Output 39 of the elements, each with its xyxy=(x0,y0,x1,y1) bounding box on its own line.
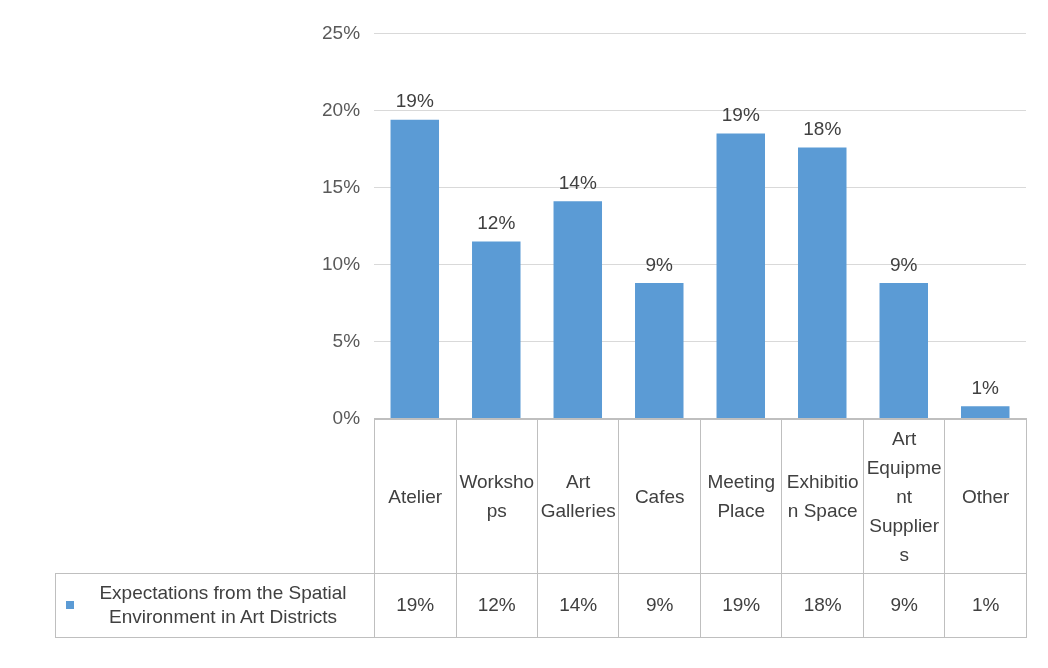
bar xyxy=(390,119,440,419)
x-tick-label: Meeting Place xyxy=(700,419,782,574)
data-label: 19% xyxy=(700,573,782,638)
data-label: 14% xyxy=(537,573,619,638)
data-label: 19% xyxy=(374,573,456,638)
text: 12% xyxy=(477,212,516,234)
x-tick-label: Cafes xyxy=(618,419,701,574)
data-label: 9% xyxy=(618,573,701,638)
x-tick-label: Workshops xyxy=(456,419,538,574)
text: 14% xyxy=(558,172,597,194)
x-tick-label: Exhibition Space xyxy=(781,419,864,574)
text: 1% xyxy=(971,377,999,399)
bar xyxy=(472,241,521,419)
y-tick-label: 20% xyxy=(322,98,361,120)
text: 18% xyxy=(803,118,842,140)
text: 19% xyxy=(395,90,434,112)
y-tick-label: 15% xyxy=(322,175,361,197)
bar xyxy=(798,147,847,419)
bar xyxy=(553,201,603,419)
bar xyxy=(961,406,1010,419)
text: 9% xyxy=(890,253,918,275)
bar xyxy=(635,283,684,419)
bar xyxy=(716,133,766,419)
x-tick-label: Art Equipment Suppliers xyxy=(863,419,945,574)
x-tick-label: Other xyxy=(944,419,1027,574)
y-tick-label: 0% xyxy=(332,406,361,428)
data-label: 18% xyxy=(781,573,864,638)
bar xyxy=(879,283,928,419)
data-label: 12% xyxy=(456,573,538,638)
data-label: 1% xyxy=(944,573,1027,638)
x-tick-label: Art Galleries xyxy=(537,419,619,574)
text: 9% xyxy=(645,253,673,275)
y-tick-label: 10% xyxy=(322,252,361,274)
text: 19% xyxy=(721,104,760,126)
data-label: 9% xyxy=(863,573,945,638)
y-tick-label: 5% xyxy=(332,329,361,351)
x-tick-label: Atelier xyxy=(374,419,456,574)
y-tick-label: 25% xyxy=(322,21,361,43)
legend-label: Expectations from the Spatial Environment in Art Districts xyxy=(98,581,348,630)
